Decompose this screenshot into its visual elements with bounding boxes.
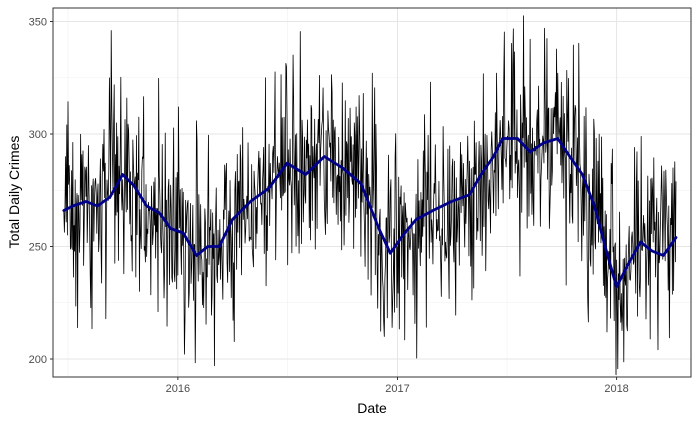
y-tick-label: 200 bbox=[29, 354, 47, 366]
y-tick-label: 250 bbox=[29, 242, 47, 254]
y-tick-label: 300 bbox=[29, 129, 47, 141]
x-axis: 2016 2017 2018 bbox=[166, 377, 629, 395]
smoothed-trend-line bbox=[62, 137, 678, 289]
y-axis: 200 250 300 350 bbox=[29, 17, 53, 366]
x-tick-label: 2017 bbox=[385, 383, 409, 395]
x-tick-label: 2018 bbox=[604, 383, 628, 395]
y-tick-label: 350 bbox=[29, 17, 47, 29]
plot-area bbox=[62, 15, 678, 375]
y-axis-title: Total Daily Crimes bbox=[6, 136, 22, 249]
plot-panel-border bbox=[52, 7, 692, 378]
x-axis-title: Date bbox=[357, 400, 387, 416]
x-tick-label: 2016 bbox=[166, 383, 190, 395]
